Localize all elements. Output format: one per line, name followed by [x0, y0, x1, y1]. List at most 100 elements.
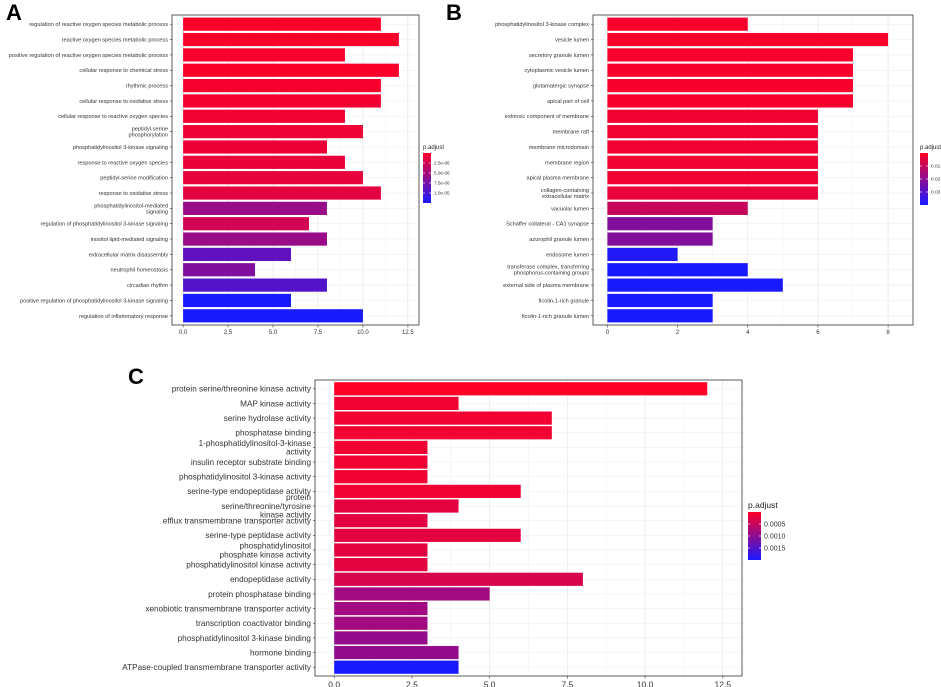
legend-colorbar-a [423, 153, 431, 203]
bar-b-19 [607, 293, 713, 308]
bar-c-6 [334, 455, 428, 469]
category-label-c-11: serine-type peptidase activity [205, 531, 311, 540]
category-label-c-8: serine-type endopeptidase activity [187, 487, 312, 496]
category-label-a-16: extracellular matrix disassembly [89, 252, 168, 258]
bar-c-5 [334, 440, 428, 454]
category-label-b-5: glutamatergic synapse [533, 84, 589, 90]
bar-b-14 [607, 217, 713, 231]
category-label-c-14: endopeptidase activity [230, 575, 312, 584]
legend-label-b-2: 0.02 [931, 177, 941, 183]
bar-a-5 [183, 78, 381, 93]
category-label-b-14: Schaffer collateral - CA1 synapse [506, 222, 589, 228]
bar-c-12 [334, 543, 428, 557]
category-label-a-9: phosphatidylinositol 3-kinase signaling [73, 145, 168, 151]
bar-c-17 [334, 616, 428, 630]
category-label-a-12: response to oxidative stress [99, 191, 169, 197]
bar-c-2 [334, 396, 459, 411]
legend-label-c-1: 0.0005 [764, 521, 786, 528]
bar-a-17 [183, 263, 256, 277]
bar-b-4 [607, 63, 853, 77]
category-label-c-13: phosphatidylinositol kinase activity [186, 561, 312, 570]
bar-b-8 [607, 125, 818, 139]
category-label-b-20: ficolin-1-rich granule lumen [522, 314, 589, 320]
bar-a-9 [183, 140, 327, 154]
bar-c-11 [334, 528, 521, 542]
bar-b-5 [607, 78, 853, 93]
category-label-a-18: circadian rhythm [127, 283, 168, 289]
x-tick-label-a-3: 5.0 [269, 330, 278, 336]
bar-c-3 [334, 411, 552, 425]
x-tick-label-c-5: 10.0 [637, 680, 654, 687]
bar-b-3 [607, 48, 853, 62]
bar-c-7 [334, 470, 428, 484]
bar-a-13 [183, 201, 327, 215]
category-label-b-15: azurophil granule lumen [529, 237, 589, 243]
category-label-c-2: MAP kinase activity [240, 399, 312, 408]
category-label-b-1: phosphatidylinositol 3-kinase complex [495, 22, 589, 28]
category-label-a-6: cellular response to oxidative stress [79, 99, 168, 105]
category-label-b-12: collagen-containing extracellular matrix [541, 188, 589, 200]
bar-b-13 [607, 201, 748, 215]
bar-b-17 [607, 263, 748, 277]
category-label-c-4: phosphatase binding [235, 429, 311, 438]
bar-a-16 [183, 247, 292, 262]
bar-c-10 [334, 514, 428, 528]
bar-a-8 [183, 125, 363, 139]
x-tick-label-a-1: 0.0 [179, 330, 188, 336]
panel-letter-c: C [128, 364, 144, 389]
category-label-c-3: serine hydrolase activity [224, 414, 312, 423]
bar-a-11 [183, 171, 363, 185]
panel-letter-a: A [6, 0, 22, 25]
x-tick-label-a-4: 7.5 [314, 330, 323, 336]
x-tick-label-a-6: 12.5 [402, 330, 414, 336]
bar-a-10 [183, 155, 345, 169]
panel-letter-b: B [446, 0, 462, 25]
category-label-a-8: peptidyl-serine phosphorylation [129, 127, 169, 139]
x-tick-label-c-3: 5.0 [484, 680, 496, 687]
bar-a-14 [183, 217, 309, 231]
x-tick-label-b-2: 2 [676, 330, 680, 336]
legend-colorbar-b [920, 153, 928, 205]
category-label-b-6: apical part of cell [547, 99, 589, 105]
bar-a-6 [183, 94, 381, 108]
bar-a-7 [183, 109, 345, 123]
category-label-c-10: efflux transmembrane transporter activit… [163, 517, 312, 526]
category-label-c-19: hormone binding [250, 648, 311, 657]
bar-a-18 [183, 278, 327, 292]
chart-panel-b: phosphatidylinositol 3-kinase complex ves… [495, 14, 941, 336]
bar-b-15 [607, 232, 713, 246]
bar-b-10 [607, 155, 818, 169]
plot-border [314, 379, 743, 677]
category-label-b-3: secretory granule lumen [529, 53, 589, 59]
bar-c-20 [334, 660, 459, 674]
category-label-b-9: membrane microdomain [529, 145, 589, 151]
legend-label-c-2: 0.0010 [764, 533, 786, 540]
category-label-c-17: transcription coactivator binding [196, 619, 312, 628]
bar-b-16 [607, 247, 678, 262]
category-label-c-7: phosphatidylinositol 3-kinase activity [179, 473, 312, 482]
category-label-a-4: cellular response to chemical stress [79, 68, 168, 74]
bar-a-4 [183, 63, 399, 77]
category-label-a-3: positive regulation of reactive oxygen s… [9, 53, 168, 59]
bar-c-1 [334, 382, 708, 396]
category-label-c-12: phosphatidylinositol phosphate kinase act… [220, 541, 312, 559]
category-label-b-8: membrane raft [553, 130, 590, 136]
bar-a-1 [183, 17, 381, 31]
bar-b-18 [607, 278, 783, 292]
x-tick-label-b-5: 8 [886, 330, 890, 336]
category-label-a-15: inositol lipid-mediated signaling [91, 237, 168, 243]
x-tick-label-b-1: 0 [606, 330, 610, 336]
category-label-a-11: peptidyl-serine modification [100, 176, 168, 182]
bar-c-13 [334, 558, 428, 572]
category-label-a-1: regulation of reactive oxygen species me… [29, 22, 168, 28]
bar-c-19 [334, 645, 459, 660]
category-label-c-15: protein phosphatase binding [208, 590, 311, 599]
bar-b-9 [607, 140, 818, 154]
category-label-a-14: regulation of phosphatidylinositol 3-kin… [41, 222, 169, 228]
bar-a-12 [183, 186, 381, 200]
category-label-a-13: phosphatidylinositol-mediated signaling [94, 203, 168, 215]
legend-label-a-4: 1.0e-05 [434, 191, 450, 196]
category-label-b-17: transferase complex, transferring phospho… [507, 265, 589, 277]
bar-b-2 [607, 32, 889, 47]
